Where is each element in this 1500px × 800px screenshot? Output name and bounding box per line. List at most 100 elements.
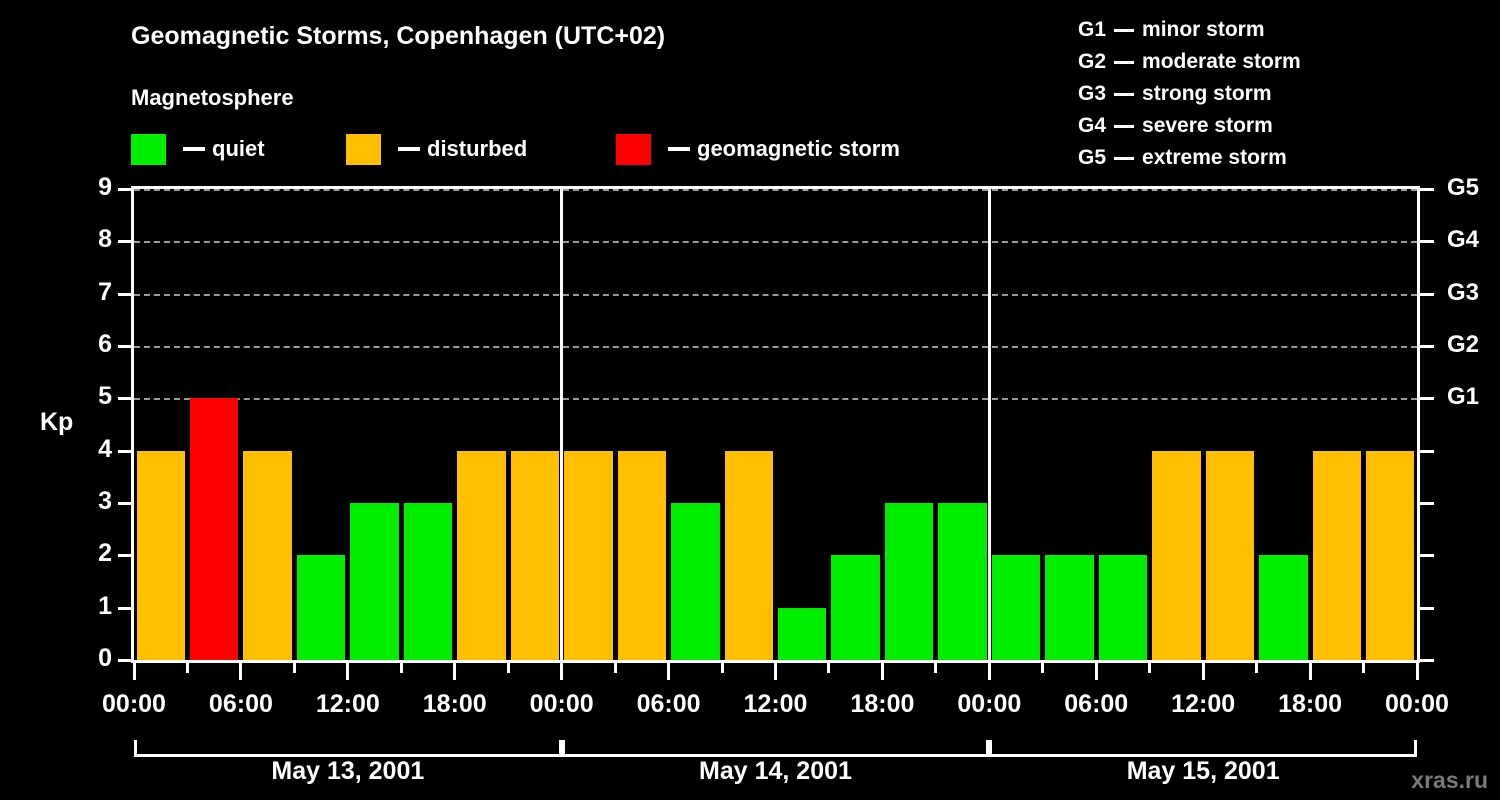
orange-swatch <box>346 133 381 165</box>
x-tick-label-9: 06:00 <box>1064 690 1129 718</box>
plot-inner <box>134 189 1417 660</box>
legend-dash-icon <box>183 147 205 151</box>
legend-entry-geomagnetic-storm: geomagnetic storm <box>616 133 900 165</box>
g-legend-dash-icon <box>1114 124 1135 128</box>
g-legend-row-g4: G4 severe storm <box>1078 110 1301 142</box>
y-tick-mark-1 <box>118 606 131 610</box>
y-tick-label-4: 4 <box>98 434 112 463</box>
g-legend-label: moderate storm <box>1142 50 1301 73</box>
kp-bar <box>617 450 667 660</box>
g-axis-label-g1: G1 <box>1447 383 1480 411</box>
y-tick-label-3: 3 <box>98 487 112 515</box>
x-tick-label-5: 06:00 <box>636 690 701 718</box>
kp-bar <box>564 450 613 660</box>
x-tick-mark-18 <box>1094 663 1098 680</box>
kp-bar <box>724 450 773 660</box>
g-axis-tick-kp-8 <box>1420 240 1434 244</box>
legend-entry-quiet: quiet <box>131 133 265 165</box>
magnetosphere-section-label: Magnetosphere <box>131 85 294 110</box>
g-scale-legend: G1 minor storm G2 moderate storm G3 strong st… <box>1078 14 1301 174</box>
y-tick-mark-4 <box>118 449 131 453</box>
kp-bar <box>136 450 185 660</box>
y-tick-label-5: 5 <box>98 382 112 411</box>
kp-bar <box>1420 503 1421 660</box>
day-separator-2 <box>987 189 991 660</box>
g-legend-dash-icon <box>1114 28 1135 32</box>
g-axis-label-g4: G4 <box>1447 226 1480 254</box>
legend-label: disturbed <box>427 136 528 161</box>
g-legend-dash-icon <box>1114 92 1135 96</box>
kp-bar <box>831 555 880 660</box>
x-tick-label-8: 00:00 <box>957 690 1022 718</box>
g-legend-row-g1: G1 minor storm <box>1078 14 1301 46</box>
kp-bar <box>1312 450 1362 660</box>
x-tick-mark-0 <box>132 663 136 680</box>
y-tick-mark-2 <box>118 554 131 558</box>
g-axis-tick-kp-0 <box>1420 659 1434 662</box>
day-bracket-3 <box>989 740 1417 757</box>
g-axis-tick-kp-5 <box>1420 397 1434 401</box>
kp-bar <box>1205 450 1255 660</box>
x-tick-label-12: 00:00 <box>1385 690 1449 718</box>
g-legend-label: extreme storm <box>1142 146 1287 169</box>
x-tick-mark-14 <box>880 663 884 680</box>
red-swatch <box>616 133 651 165</box>
x-tick-mark-4 <box>346 663 350 680</box>
g-legend-row-g5: G5 extreme storm <box>1078 142 1301 174</box>
x-tick-mark-16 <box>987 663 991 680</box>
day-label-3: May 15, 2001 <box>1126 757 1280 785</box>
x-tick-mark-24 <box>1415 663 1419 680</box>
y-tick-label-6: 6 <box>98 330 112 358</box>
y-tick-mark-8 <box>118 240 131 244</box>
legend-dash-icon <box>398 147 420 151</box>
plot-area <box>131 186 1420 663</box>
kp-bar <box>1152 450 1201 660</box>
day-label-2: May 14, 2001 <box>699 757 852 785</box>
g-axis-tick-kp-2 <box>1420 554 1434 558</box>
g-legend-label: strong storm <box>1142 82 1272 105</box>
x-tick-mark-19 <box>1148 663 1152 673</box>
y-tick-label-9: 9 <box>98 173 112 201</box>
x-tick-mark-1 <box>185 663 189 673</box>
kp-bar <box>1259 555 1308 660</box>
day-label-1: May 13, 2001 <box>271 757 425 785</box>
g-axis-tick-kp-1 <box>1420 606 1434 610</box>
y-tick-label-1: 1 <box>98 591 112 620</box>
g-axis-label-g2: G2 <box>1447 331 1480 358</box>
g-axis-label-g5: G5 <box>1447 174 1480 201</box>
y-tick-mark-5 <box>118 397 131 401</box>
kp-bar <box>189 398 239 660</box>
x-tick-mark-8 <box>560 663 564 680</box>
legend-entry-disturbed: disturbed <box>346 133 527 165</box>
y-tick-mark-0 <box>118 659 131 662</box>
x-tick-mark-11 <box>720 663 724 673</box>
gridline-kp-5 <box>134 398 1417 401</box>
g-legend-label: severe storm <box>1142 114 1273 137</box>
x-tick-label-1: 06:00 <box>208 690 273 718</box>
x-tick-mark-7 <box>506 663 510 673</box>
gridline-kp-8 <box>134 241 1417 244</box>
g-legend-code: G5 <box>1078 146 1107 169</box>
x-tick-mark-5 <box>399 663 403 673</box>
g-legend-code: G1 <box>1078 18 1107 41</box>
x-tick-mark-21 <box>1255 663 1259 673</box>
g-legend-dash-icon <box>1114 156 1135 160</box>
kp-bar <box>296 555 346 660</box>
g-axis-tick-kp-6 <box>1420 345 1434 348</box>
kp-bar <box>243 450 292 660</box>
y-tick-label-7: 7 <box>98 277 112 306</box>
x-tick-label-4: 00:00 <box>529 690 594 718</box>
y-tick-label-0: 0 <box>98 644 112 672</box>
g-legend-dash-icon <box>1114 60 1135 64</box>
legend-label: quiet <box>212 136 265 161</box>
g-axis-tick-kp-9 <box>1420 188 1434 191</box>
y-tick-mark-6 <box>118 345 131 348</box>
x-tick-mark-10 <box>667 663 671 680</box>
g-legend-code: G3 <box>1078 82 1107 105</box>
kp-bar <box>671 503 720 660</box>
g-legend-label: minor storm <box>1142 18 1265 41</box>
kp-bar <box>1098 555 1148 660</box>
day-separator-1 <box>560 189 564 660</box>
x-tick-mark-2 <box>239 663 243 680</box>
gridline-kp-7 <box>134 293 1417 296</box>
